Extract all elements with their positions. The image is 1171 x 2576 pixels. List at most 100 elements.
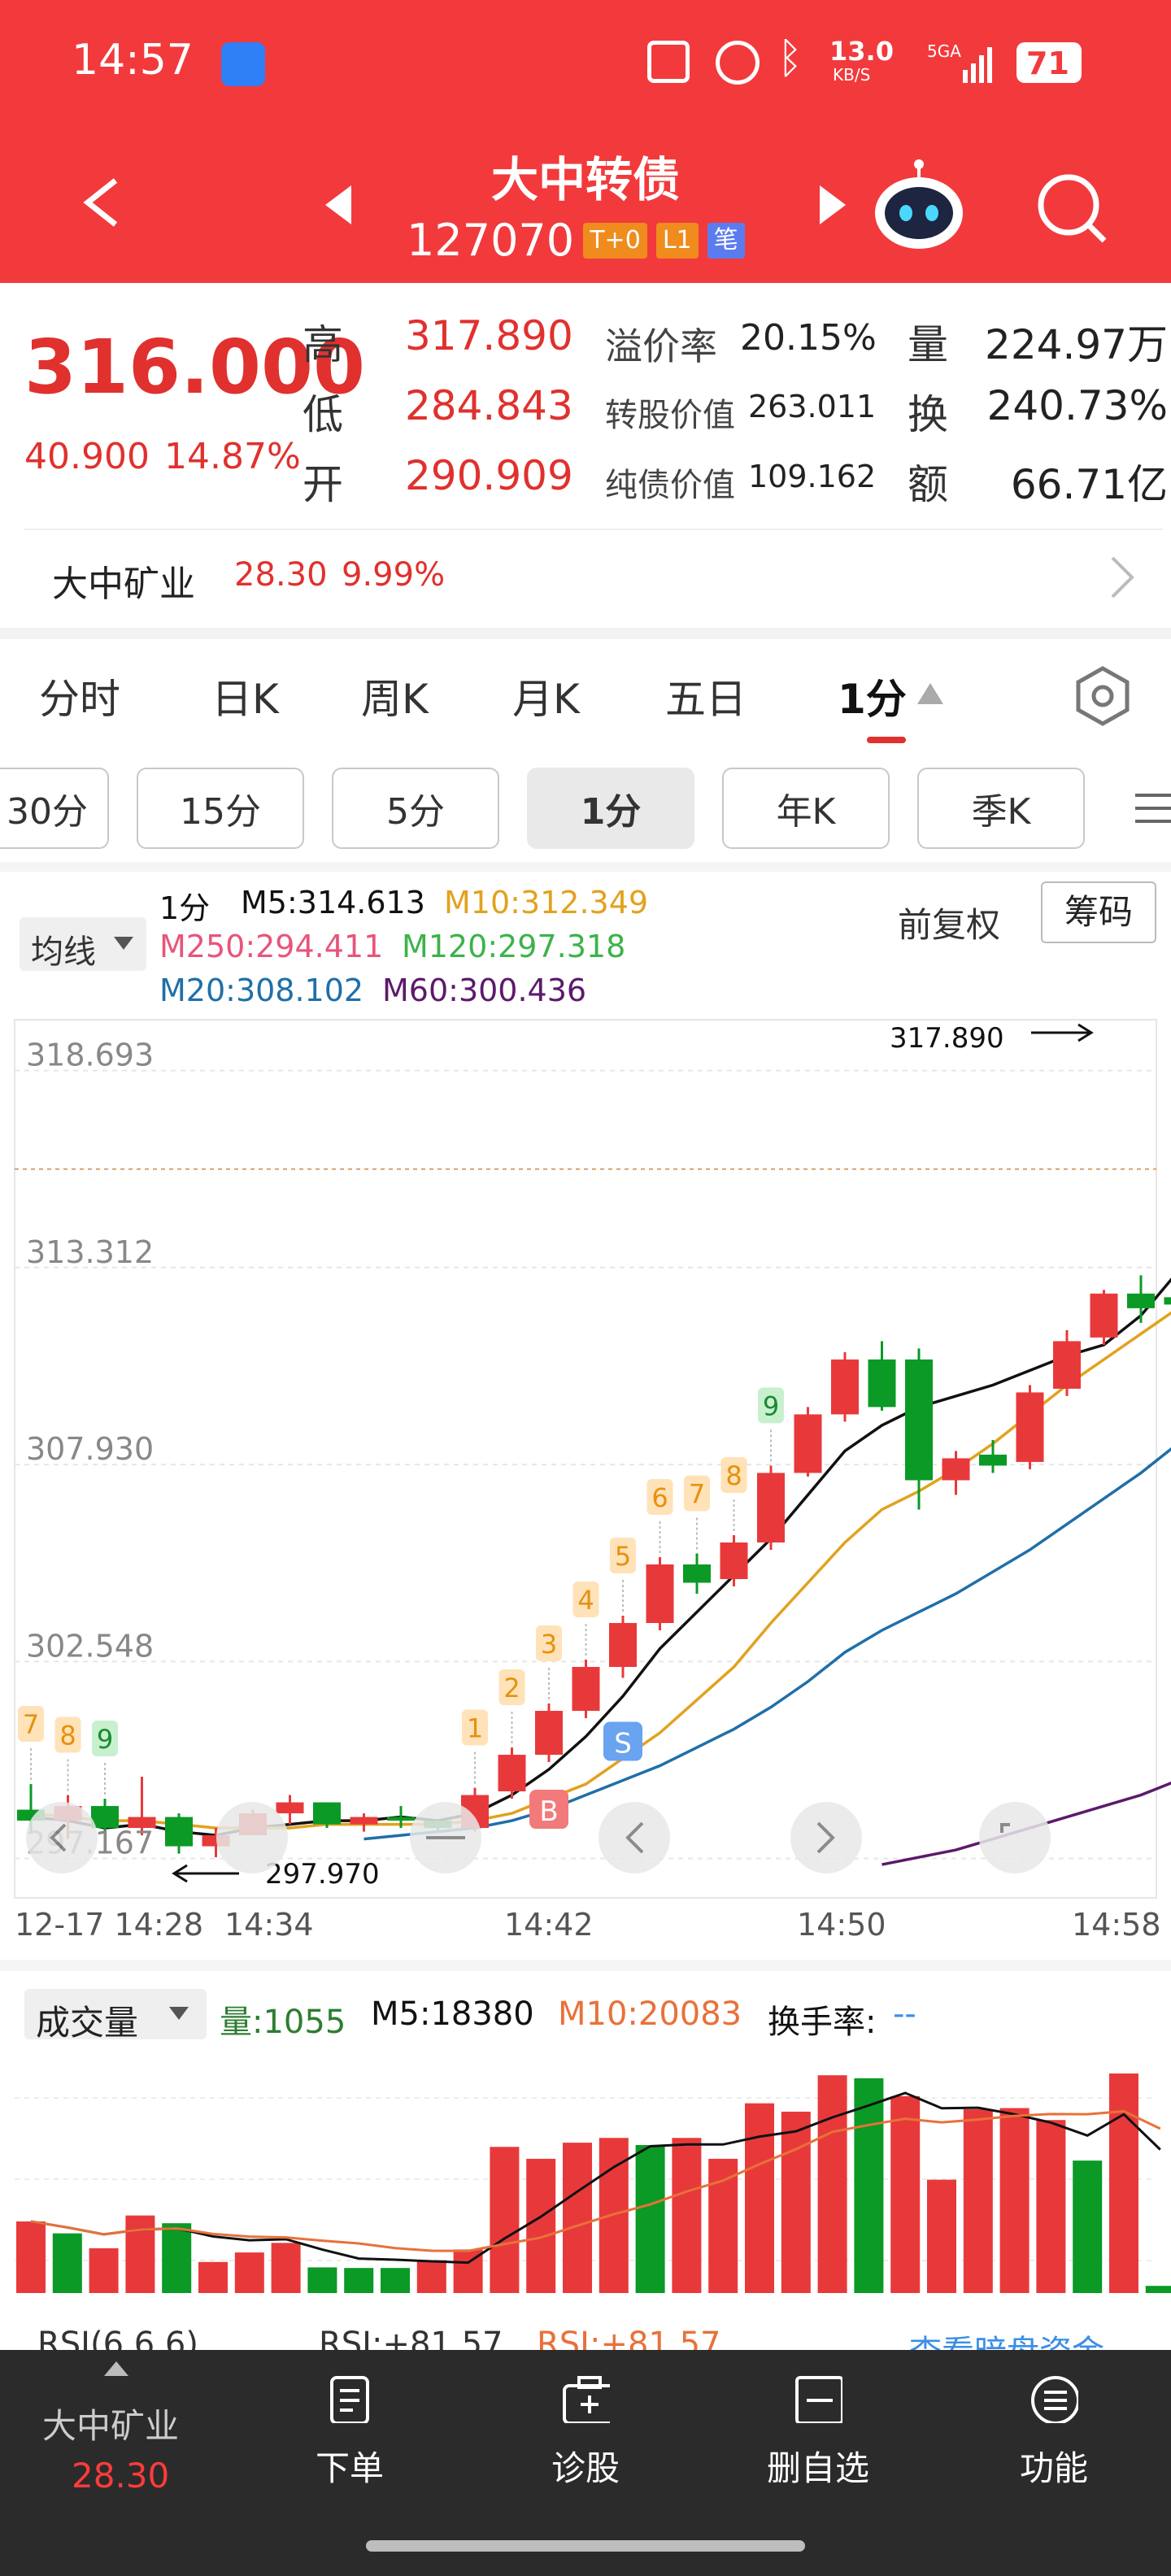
zoom-in-button[interactable] [216,1802,288,1873]
volume-label: 量 [908,321,948,368]
candle [572,1667,600,1712]
marker-number: 2 [503,1673,520,1704]
marker-badge [684,1475,710,1512]
volume-m10: M10:20083 [558,1995,742,2033]
scroll-right-button[interactable] [790,1802,862,1873]
candle [165,1817,193,1847]
chips-button[interactable]: 筹码 [1041,881,1156,943]
period-5min[interactable]: 5分 [332,768,499,849]
chevron-left-icon [83,178,118,227]
high-label: 高 [303,321,343,368]
period-quarterly-k[interactable]: 季K [917,768,1085,849]
volume-turnover-value: -- [893,1995,916,2033]
tab-weekly-k[interactable]: 周K [361,676,429,723]
volume-bar [817,2075,847,2293]
bottom-nav: 大中矿业 28.30 下单 诊股 删自选 功能 [0,2350,1171,2576]
tab-1min[interactable]: 1分 [838,676,907,723]
dark-pool-link[interactable]: 查看暗盘资金 [909,2326,1104,2350]
candle [91,1806,119,1829]
x-axis-ticks: 12-17 14:28 14:34 14:42 14:50 14:58 [15,1907,1161,1943]
x-tick-label: 12-17 14:28 [15,1907,203,1943]
turnover-label: 换 [908,391,948,438]
underlying-row[interactable]: 大中矿业 28.30 9.99% [0,532,1171,621]
open-value: 290.909 [405,452,573,499]
ma-period: 1分 [159,890,211,926]
ma-selector-label: 均线 [31,933,96,971]
candles [17,1275,1171,1858]
marker-badge [758,1387,784,1424]
y-tick-label: 307.930 [26,1431,154,1467]
back-button[interactable] [73,174,130,231]
triangle-up-icon [104,2361,128,2376]
nav-functions[interactable]: 功能 [973,2374,1135,2491]
triangle-left-icon [325,185,351,224]
volume-bar [708,2158,738,2293]
tab-monthly-k[interactable]: 月K [512,676,580,723]
volume-bar [344,2268,374,2293]
period-15min[interactable]: 15分 [137,768,304,849]
turnover-value: 240.73% [986,382,1168,429]
candle [387,1817,415,1821]
ma-m20: M20:308.102 [159,973,364,1008]
battery-icon: 71 [1016,42,1082,83]
chart-settings-button[interactable] [1070,664,1135,729]
ma-line-m60 [882,1782,1171,1866]
app-notification-icon [221,42,265,86]
section-gap [0,628,1171,639]
candle [609,1622,637,1668]
marker-number: 3 [541,1629,557,1660]
premium-value: 20.15% [740,317,877,359]
assistant-robot-button[interactable] [870,159,968,257]
adjust-mode-button[interactable]: 前复权 [898,905,1001,945]
price-change: 40.900 [24,436,150,477]
indicator-selector[interactable]: 成交量 [24,1989,207,2043]
nav-remove-watchlist[interactable]: 删自选 [737,2374,899,2491]
period-yearly-k[interactable]: 年K [722,768,890,849]
open-label: 开 [303,461,343,508]
fullscreen-button[interactable] [979,1802,1051,1873]
marker-badge [646,1478,673,1515]
menu-icon [1135,794,1171,823]
amount-label: 额 [908,461,948,508]
tab-five-day[interactable]: 五日 [665,676,747,723]
rsi-selector[interactable]: RSI(6,6,6) [37,2326,198,2350]
volume-bar [125,2215,155,2293]
more-periods-button[interactable] [1130,789,1171,829]
marker-number: 9 [763,1390,779,1421]
next-stock-button[interactable] [816,184,849,229]
alarm-icon [716,41,760,85]
candle [1090,1293,1118,1338]
volume-bar [526,2158,556,2293]
candle [646,1564,674,1623]
marker-number: 1 [467,1713,483,1744]
period-30min[interactable]: 30分 [0,768,109,849]
volume-value: 224.97万 [985,321,1168,368]
ma-m120: M120:297.318 [402,929,626,964]
nav-diagnose[interactable]: 诊股 [504,2374,667,2491]
ma-selector[interactable]: 均线 [20,917,146,971]
tab-daily-k[interactable]: 日K [211,676,279,723]
volume-ma10-line [30,2109,1161,2252]
chevron-right-icon [1111,556,1134,598]
period-1min[interactable]: 1分 [527,768,694,849]
period-label: 1分 [580,791,642,833]
caret-down-icon [169,2007,189,2020]
fast-back-button[interactable] [26,1802,98,1873]
triangle-up-icon [917,683,943,704]
min-arrow-head [172,1864,188,1883]
volume-bar [271,2243,301,2293]
volume-bar [416,2260,446,2293]
tab-timeshare[interactable]: 分时 [39,676,120,723]
candle [757,1473,785,1543]
robot-icon [875,159,963,249]
nav-order[interactable]: 下单 [268,2374,431,2491]
search-button[interactable] [1033,169,1111,247]
minus-square-icon [795,2376,844,2425]
scroll-left-button[interactable] [599,1802,670,1873]
nav-stock-name[interactable]: 大中矿业 [42,2406,180,2446]
marker-badge [18,1706,44,1743]
prev-stock-button[interactable] [322,184,355,229]
